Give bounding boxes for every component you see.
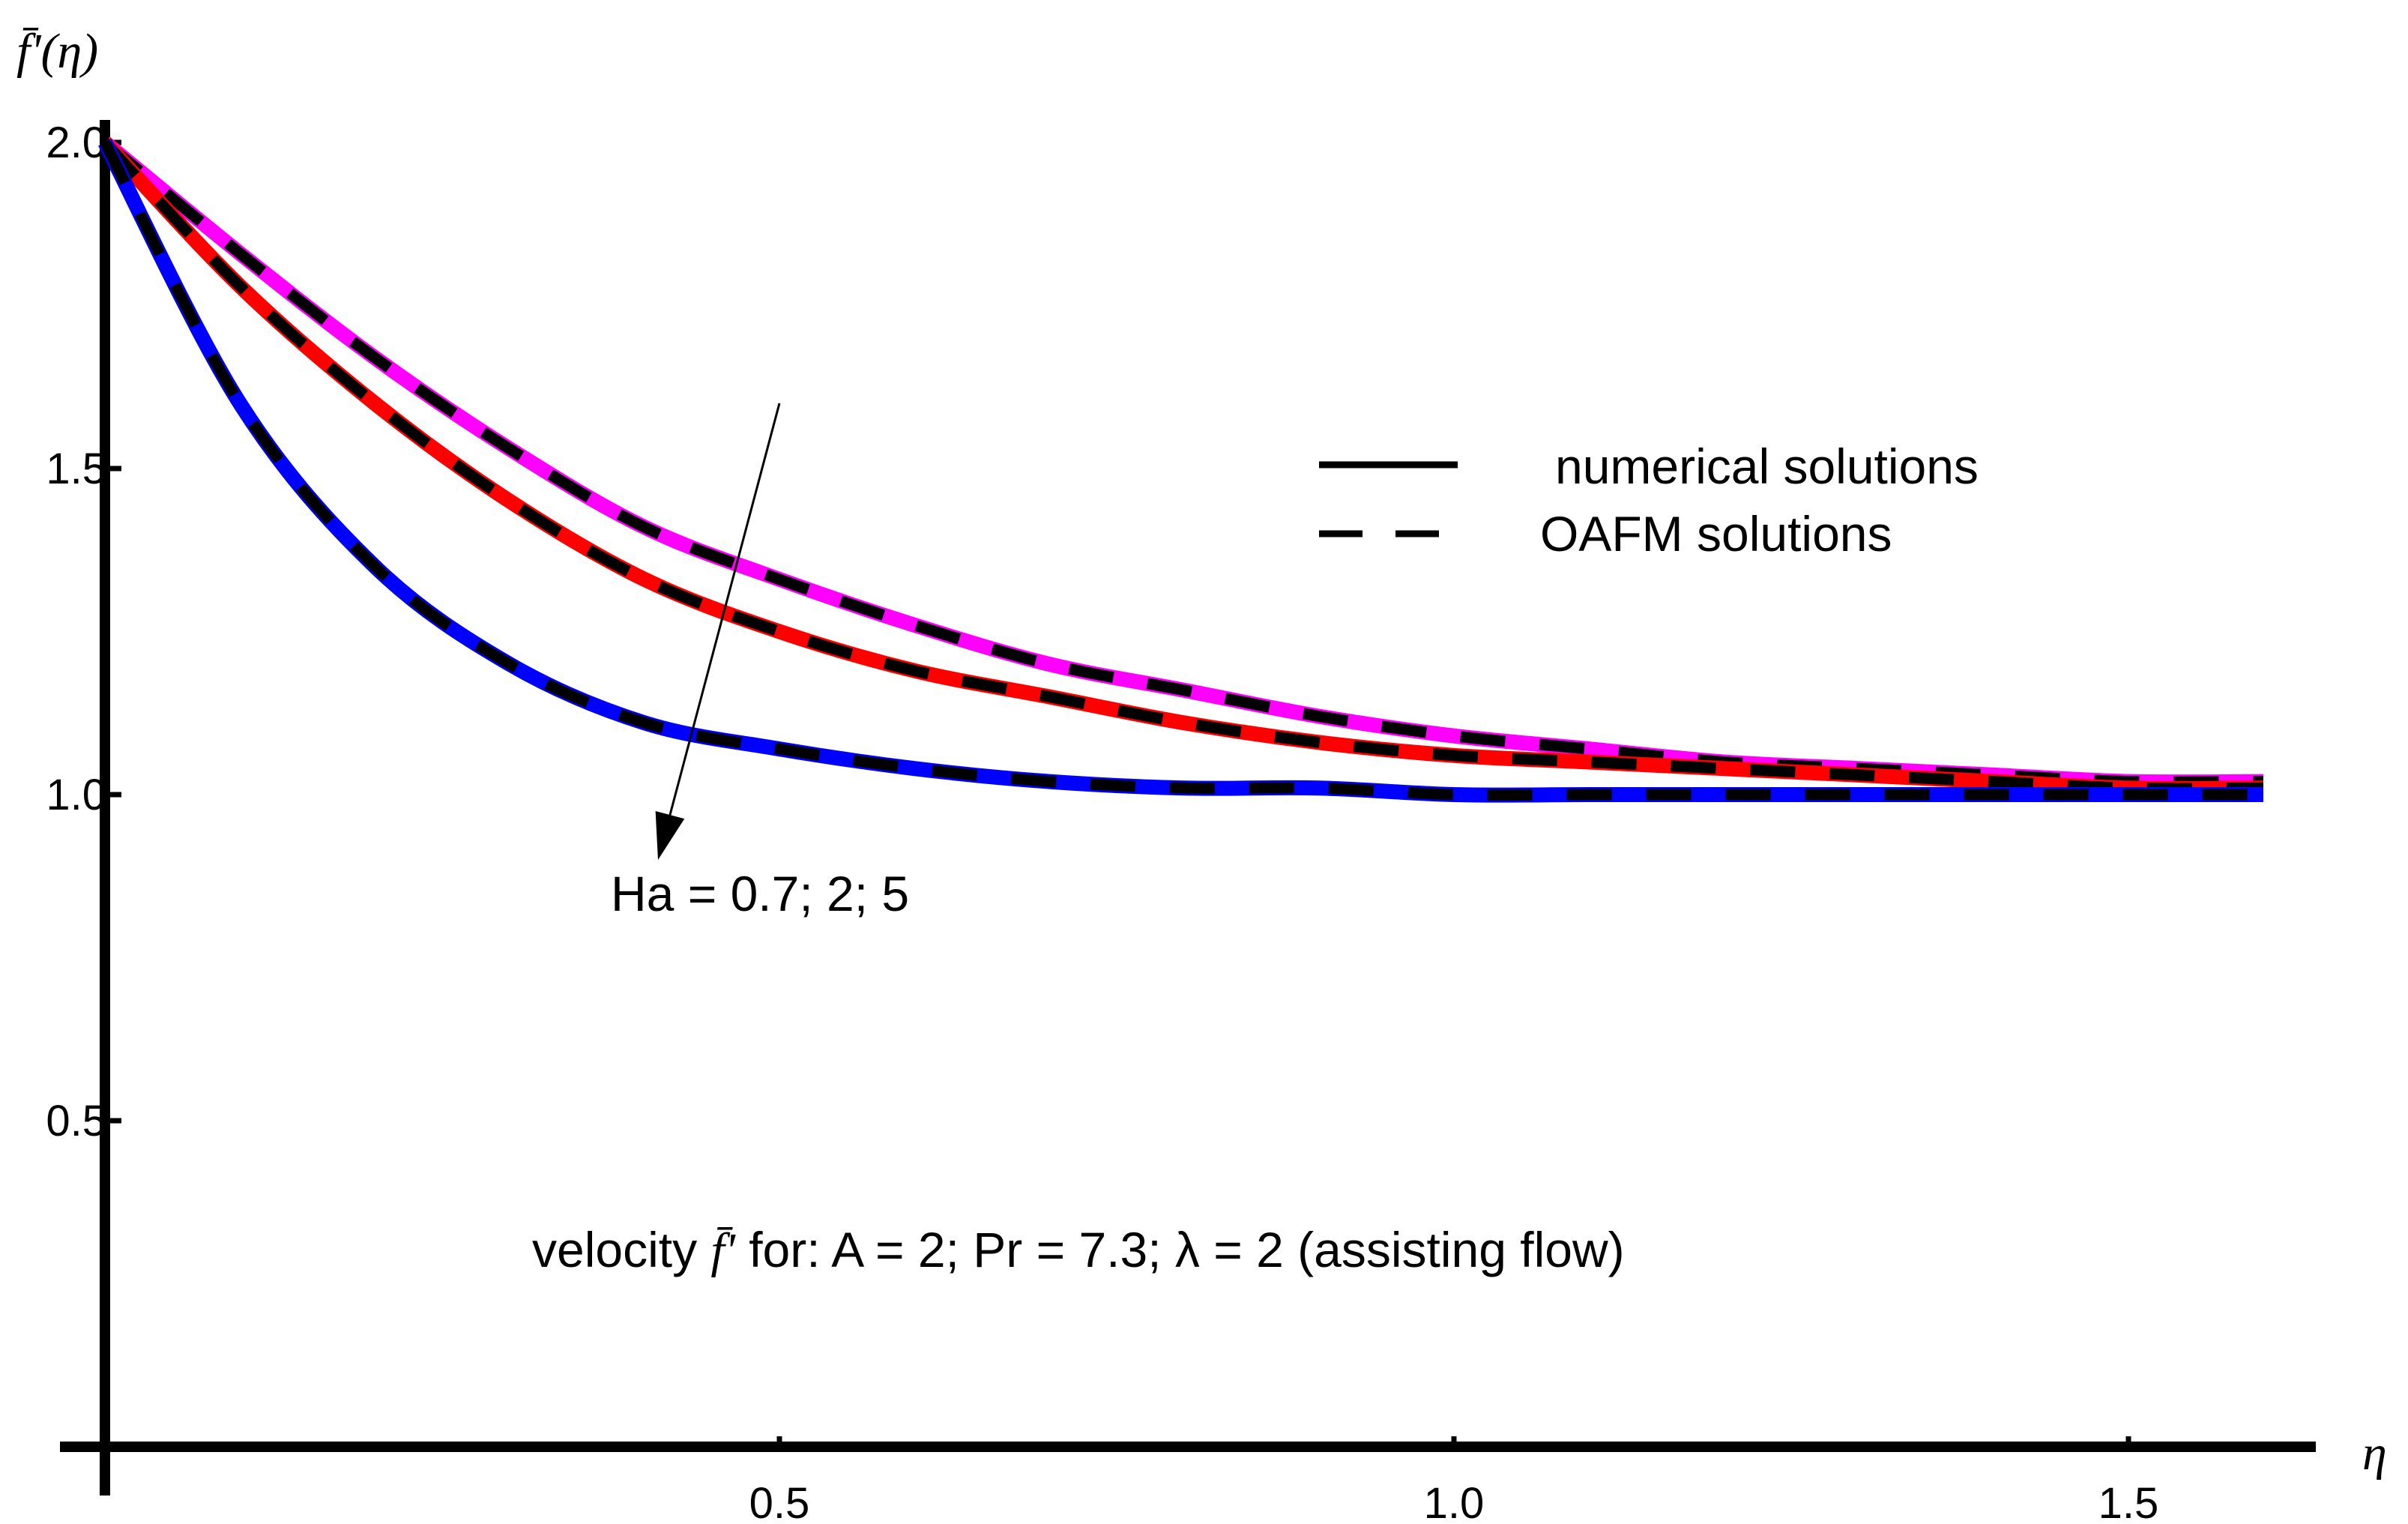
curves-group: [98, 136, 2264, 803]
y-tick-label-3: 2.0: [46, 118, 106, 167]
arrow-label: Ha = 0.7; 2; 5: [611, 866, 909, 921]
x-tick-label-1: 1.0: [1424, 1479, 1485, 1524]
y-tick-label-2: 1.5: [46, 445, 106, 493]
caption-prefix: velocity: [532, 1222, 710, 1277]
legend-numerical-label: numerical solutions: [1555, 439, 1979, 494]
x-tick-label-0: 0.5: [749, 1479, 810, 1524]
x-axis-label: η: [2362, 1426, 2387, 1481]
caption-symbol: f̄': [710, 1223, 736, 1278]
y-axis-label: f̄'(η): [16, 24, 98, 79]
caption: velocity f̄' for: A = 2; Pr = 7.3; λ = 2…: [532, 1222, 1625, 1278]
legend: numerical solutions OAFM solutions: [1319, 439, 1979, 561]
series-oafm-2: [100, 138, 2264, 795]
series-numerical-3: [98, 139, 2263, 803]
caption-rest: for: A = 2; Pr = 7.3; λ = 2 (assisting f…: [735, 1222, 1625, 1277]
x-tick-label-2: 1.5: [2098, 1479, 2159, 1524]
arrow-shaft: [669, 403, 781, 816]
ha-arrow: [655, 403, 781, 860]
legend-oafm-label: OAFM solutions: [1540, 506, 1892, 561]
arrow-head: [655, 810, 685, 860]
ticks-group: 0.5 1.0 1.5 0.5 1.0 1.5 2.0: [46, 118, 2158, 1524]
y-tick-label-1: 1.0: [46, 771, 106, 819]
y-tick-label-0: 0.5: [46, 1097, 106, 1145]
